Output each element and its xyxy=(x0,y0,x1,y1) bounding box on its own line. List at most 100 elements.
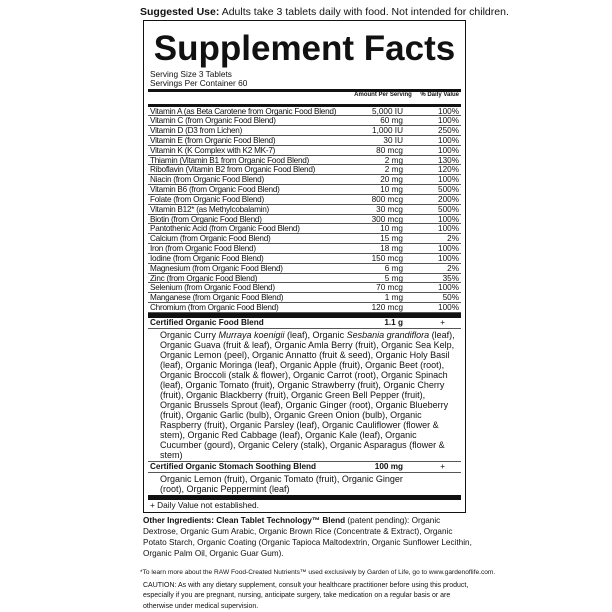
servings-per-container: Servings Per Container 60 xyxy=(150,78,248,88)
column-headers: Amount Per Serving % Daily Value xyxy=(148,92,461,104)
divider-thick xyxy=(148,312,461,318)
nutrient-name: Vitamin C (from Organic Food Blend) xyxy=(150,116,276,126)
nutrient-row: Selenium (from Organic Food Blend) 70 mcg… xyxy=(148,283,461,294)
divider-thick xyxy=(148,89,461,92)
nutrient-row: Vitamin B6 (from Organic Food Blend) 10 m… xyxy=(148,185,461,195)
nutrient-name: Calcium (from Organic Food Blend) xyxy=(150,234,271,244)
nutrient-dv: 100% xyxy=(438,224,459,234)
nutrient-row: Folate (from Organic Food Blend) 800 mcg 2… xyxy=(148,195,461,205)
nutrient-name: Chromium (from Organic Food Blend) xyxy=(150,303,279,313)
nutrient-dv: 2% xyxy=(447,263,459,273)
nutrient-dv: 100% xyxy=(438,283,459,293)
nutrient-name: Biotin (from Organic Food Blend) xyxy=(150,214,262,224)
nutrient-dv: 200% xyxy=(438,194,459,204)
nutrient-row: Manganese (from Organic Food Blend) 1 mg 5… xyxy=(148,293,461,304)
nutrient-name: Magnesium (from Organic Food Blend) xyxy=(150,263,283,273)
nutrient-amount: 1,000 IU xyxy=(372,126,403,136)
nutrient-amount: 1 mg xyxy=(384,293,403,303)
caution-text: CAUTION: As with any dietary supplement,… xyxy=(143,581,469,610)
supplement-facts-panel: Supplement Facts Serving Size 3 Tablets … xyxy=(143,20,466,513)
panel-title: Supplement Facts xyxy=(153,29,456,68)
nutrient-dv: 100% xyxy=(438,106,459,116)
nutrient-dv: 100% xyxy=(438,145,459,155)
nutrient-dv: 130% xyxy=(438,155,459,165)
nutrient-amount: 10 mg xyxy=(380,185,403,195)
nutrient-row: Zinc (from Organic Food Blend) 5 mg 35% xyxy=(148,274,461,284)
nutrient-row: Niacin (from Organic Food Blend) 20 mg 100… xyxy=(148,175,461,186)
nutrient-amount: 120 mcg xyxy=(371,303,403,313)
nutrient-name: Vitamin B6 (from Organic Food Blend) xyxy=(150,185,280,195)
nutrient-dv: 500% xyxy=(438,204,459,214)
nutrient-dv: 100% xyxy=(438,303,459,313)
nutrient-row: Vitamin B12* (as Methylcobalamin) 30 mcg 5… xyxy=(148,205,461,215)
nutrient-row: Vitamin E (from Organic Food Blend) 30 IU… xyxy=(148,136,461,146)
nutrient-amount: 18 mg xyxy=(380,244,403,254)
nutrient-name: Vitamin D (D3 from Lichen) xyxy=(150,126,243,136)
nutrient-amount: 30 mcg xyxy=(376,204,403,214)
nutrient-amount: 2 mg xyxy=(384,155,403,165)
nutrient-amount: 10 mg xyxy=(380,224,403,234)
nutrient-name: Vitamin K (K Complex with K2 MK-7) xyxy=(150,145,276,155)
food-blend-name: Certified Organic Food Blend xyxy=(150,317,264,327)
food-blend-header: Certified Organic Food Blend 1.1 g + xyxy=(148,318,461,329)
nutrient-row: Iron (from Organic Food Blend) 18 mg 100% xyxy=(148,244,461,254)
nutrient-amount: 150 mcg xyxy=(371,253,403,263)
nutrient-name: Iron (from Organic Food Blend) xyxy=(150,244,256,254)
nutrient-row: Calcium (from Organic Food Blend) 15 mg 2% xyxy=(148,234,461,245)
nutrient-amount: 5,000 IU xyxy=(372,106,403,116)
label-page: Suggested Use: Adults take 3 tablets dai… xyxy=(140,0,509,612)
nutrient-name: Thiamin (Vitamin B1 from Organic Food Bl… xyxy=(150,155,310,165)
nutrient-name: Selenium (from Organic Food Blend) xyxy=(150,283,275,293)
nutrient-name: Vitamin B12* (as Methylcobalamin) xyxy=(150,204,270,214)
nutrient-row: Vitamin A (as Beta Carotene from Organic… xyxy=(148,107,461,117)
stomach-blend-ingredients: Organic Lemon (fruit), Organic Tomato (f… xyxy=(160,473,403,494)
suggested-use: Suggested Use: Adults take 3 tablets dai… xyxy=(140,6,509,19)
nutrient-row: Vitamin D (D3 from Lichen) 1,000 IU 250% xyxy=(148,126,461,136)
stomach-blend-dv: + xyxy=(440,461,445,471)
nutrient-dv: 100% xyxy=(438,116,459,126)
nutrient-dv: 500% xyxy=(438,185,459,195)
nutrient-name: Folate (from Organic Food Blend) xyxy=(150,194,264,204)
stomach-blend-amount: 100 mg xyxy=(374,461,403,471)
nutrient-row: Iodine (from Organic Food Blend) 150 mcg 1… xyxy=(148,254,461,264)
divider-thick xyxy=(148,104,461,107)
nutrient-row: Pantothenic Acid (from Organic Food Blen… xyxy=(148,224,461,235)
nutrient-amount: 60 mg xyxy=(380,116,403,126)
nutrient-amount: 2 mg xyxy=(384,165,403,175)
divider-thin xyxy=(148,460,461,462)
nutrient-row: Magnesium (from Organic Food Blend) 6 mg 2… xyxy=(148,264,461,274)
nutrient-dv: 100% xyxy=(438,135,459,145)
column-header-daily-value: % Daily Value xyxy=(420,92,459,98)
learn-more-note: *To learn more about the RAW Food-Create… xyxy=(140,568,496,576)
nutrient-amount: 80 mcg xyxy=(376,145,403,155)
daily-value-footnote: + Daily Value not established. xyxy=(150,499,259,510)
nutrient-row: Vitamin K (K Complex with K2 MK-7) 80 mcg… xyxy=(148,146,461,156)
suggested-use-label: Suggested Use: xyxy=(140,6,220,18)
stomach-blend-header: Certified Organic Stomach Soothing Blend… xyxy=(148,462,461,473)
nutrient-amount: 300 mcg xyxy=(371,214,403,224)
food-blend-ingredients: Organic Curry Murraya koenigii (leaf), O… xyxy=(160,329,455,460)
nutrient-amount: 30 IU xyxy=(383,135,403,145)
nutrient-amount: 70 mcg xyxy=(376,283,403,293)
nutrient-amount: 5 mg xyxy=(384,273,403,283)
nutrient-name: Zinc (from Organic Food Blend) xyxy=(150,273,258,283)
nutrient-amount: 800 mcg xyxy=(371,194,403,204)
nutrient-dv: 2% xyxy=(447,234,459,244)
nutrient-dv: 100% xyxy=(438,253,459,263)
divider-thick xyxy=(148,494,461,500)
nutrient-dv: 100% xyxy=(438,244,459,254)
nutrient-amount: 15 mg xyxy=(380,234,403,244)
nutrient-amount: 6 mg xyxy=(384,263,403,273)
serving-size: Serving Size 3 Tablets xyxy=(150,69,232,79)
nutrient-row: Riboflavin (Vitamin B2 from Organic Food… xyxy=(148,165,461,176)
other-ingredients-text: (patent pending): Organic Dextrose, Orga… xyxy=(143,515,472,558)
nutrient-row: Chromium (from Organic Food Blend) 120 mc… xyxy=(148,303,461,313)
nutrient-dv: 35% xyxy=(442,273,459,283)
nutrient-name: Manganese (from Organic Food Blend) xyxy=(150,293,284,303)
column-header-amount: Amount Per Serving xyxy=(354,92,412,98)
food-blend-dv: + xyxy=(440,317,445,327)
other-ingredients: Other Ingredients: Clean Tablet Technolo… xyxy=(143,515,473,559)
other-ingredients-label: Other Ingredients: Clean Tablet Technolo… xyxy=(143,515,346,525)
nutrient-dv: 120% xyxy=(438,165,459,175)
suggested-use-text: Adults take 3 tablets daily with food. N… xyxy=(219,6,509,18)
